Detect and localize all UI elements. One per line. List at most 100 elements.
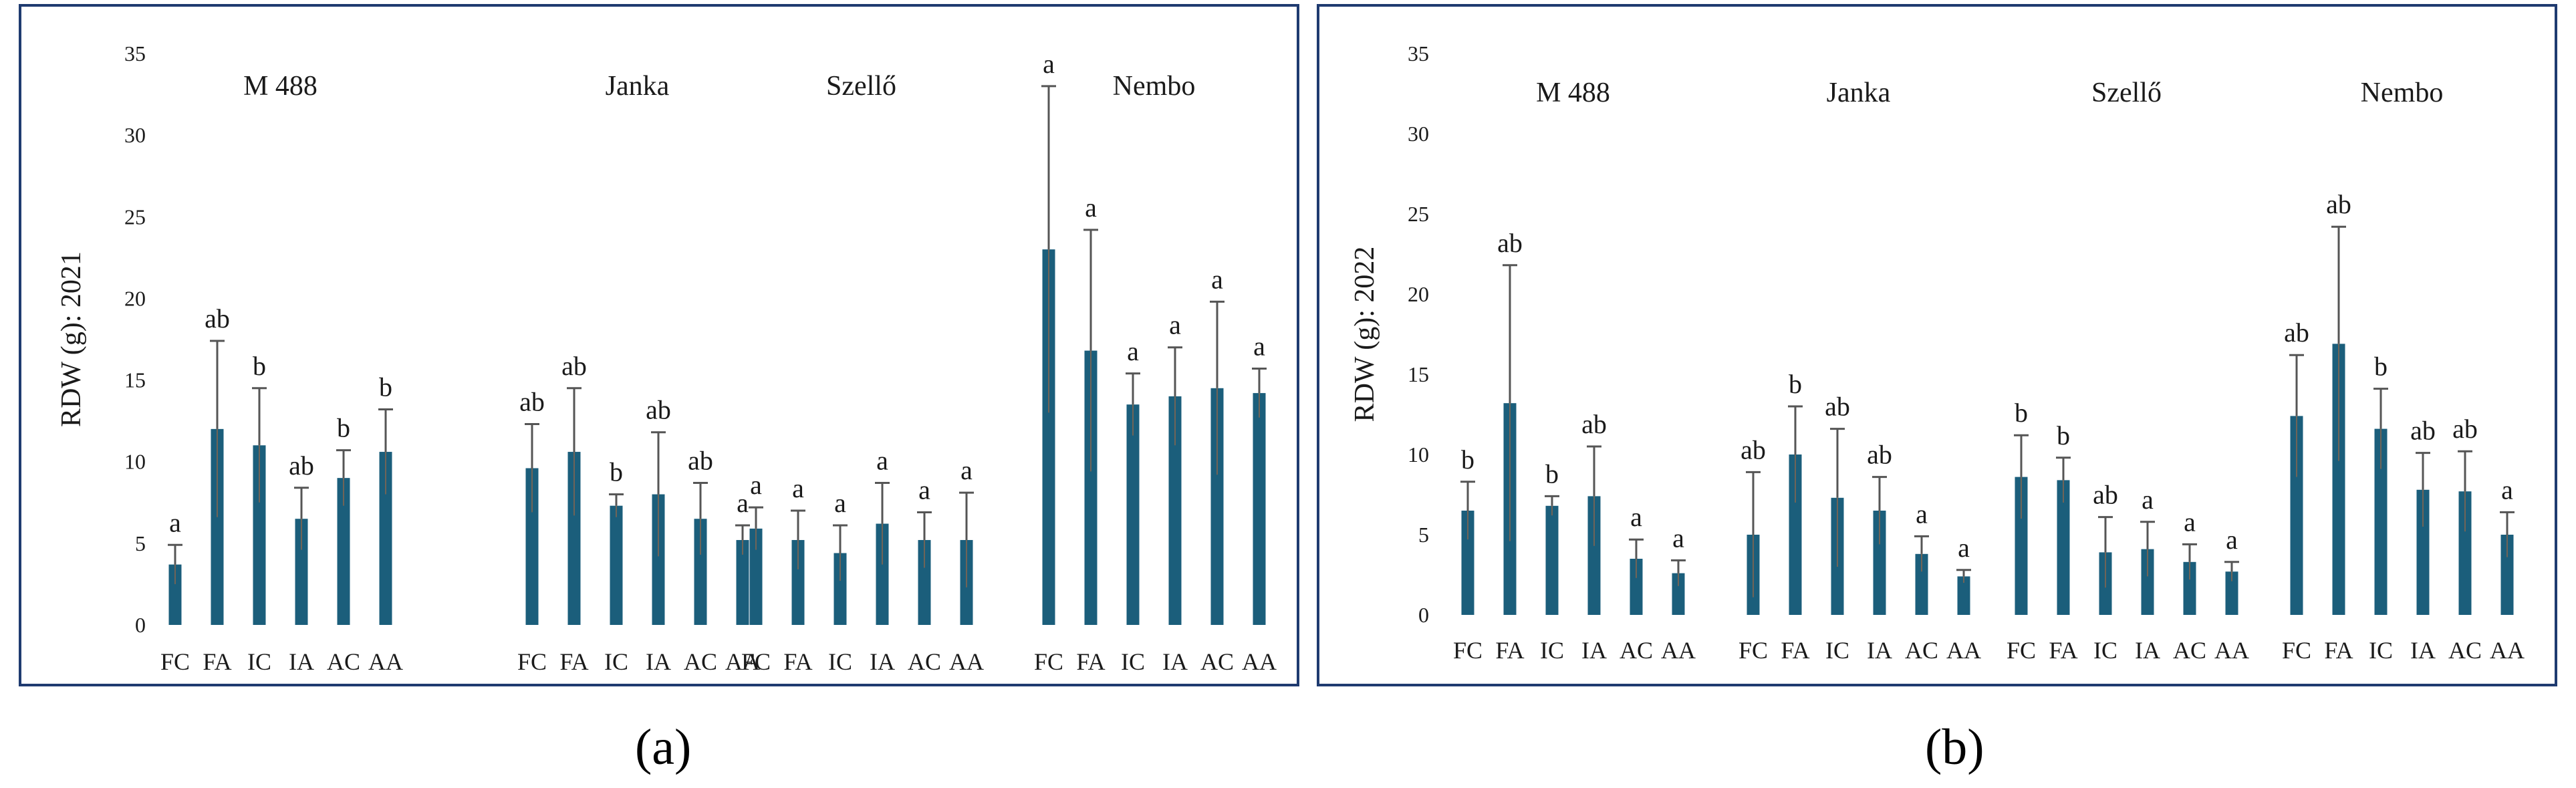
y-tick-label: 15 bbox=[124, 368, 146, 392]
y-tick-label: 10 bbox=[1408, 442, 1429, 467]
significance-letter: b bbox=[379, 372, 392, 402]
y-tick-label: 5 bbox=[1418, 523, 1429, 547]
bar bbox=[833, 553, 847, 625]
y-tick-label: 0 bbox=[1418, 603, 1429, 627]
bar bbox=[2332, 344, 2345, 615]
category-label: IC bbox=[247, 648, 271, 675]
bar bbox=[1042, 249, 1055, 626]
bar bbox=[1672, 573, 1685, 615]
category-label: IA bbox=[289, 648, 314, 675]
category-label: IA bbox=[1581, 637, 1607, 664]
significance-letter: b bbox=[1789, 369, 1802, 399]
category-label: IA bbox=[1162, 648, 1188, 675]
category-label: FA bbox=[2324, 637, 2353, 664]
significance-letter: ab bbox=[2093, 480, 2118, 510]
group-label: M 488 bbox=[1536, 78, 1610, 108]
bar bbox=[1126, 404, 1140, 625]
category-label: IA bbox=[1867, 637, 1892, 664]
significance-letter: ab bbox=[1867, 440, 1892, 470]
bar bbox=[749, 528, 763, 625]
category-label: AA bbox=[2214, 637, 2249, 664]
y-tick-label: 5 bbox=[135, 531, 146, 555]
significance-letter: a bbox=[1958, 533, 1970, 563]
category-label: FC bbox=[517, 648, 547, 675]
bar bbox=[1253, 393, 1266, 625]
category-label: FA bbox=[1495, 637, 1524, 664]
category-label: FA bbox=[783, 648, 812, 675]
group-label: Janka bbox=[1827, 78, 1891, 108]
category-label: AC bbox=[2173, 637, 2206, 664]
panel-label-b: (b) bbox=[1925, 719, 1984, 775]
bar bbox=[1587, 496, 1601, 615]
category-label: FC bbox=[741, 648, 771, 675]
category-label: IC bbox=[828, 648, 852, 675]
significance-letter: ab bbox=[519, 387, 545, 417]
significance-letter: ab bbox=[2326, 189, 2351, 219]
significance-letter: b bbox=[610, 457, 623, 487]
category-label: AC bbox=[908, 648, 941, 675]
category-label: FA bbox=[203, 648, 231, 675]
category-label: FA bbox=[1781, 637, 1809, 664]
significance-letter: a bbox=[2501, 475, 2513, 505]
significance-letter: ab bbox=[1581, 409, 1607, 439]
significance-letter: a bbox=[1630, 502, 1642, 532]
category-label: AC bbox=[684, 648, 717, 675]
bar bbox=[736, 539, 749, 625]
significance-letter: b bbox=[337, 413, 350, 443]
category-label: AC bbox=[1905, 637, 1938, 664]
significance-letter: a bbox=[1253, 331, 1265, 361]
bar bbox=[525, 468, 539, 625]
category-label: IC bbox=[1121, 648, 1145, 675]
bar bbox=[2015, 477, 2028, 615]
bar bbox=[1873, 511, 1886, 615]
category-label: FA bbox=[559, 648, 588, 675]
bar bbox=[379, 452, 392, 625]
significance-letter: a bbox=[792, 473, 804, 503]
significance-letter: ab bbox=[1741, 434, 1766, 465]
category-label: AA bbox=[949, 648, 984, 675]
bar bbox=[2225, 571, 2238, 615]
y-tick-label: 25 bbox=[124, 205, 146, 229]
significance-letter: b bbox=[1461, 444, 1474, 475]
significance-letter: a bbox=[1127, 336, 1139, 366]
category-label: AC bbox=[1620, 637, 1653, 664]
bar bbox=[2416, 489, 2430, 615]
category-label: FC bbox=[2282, 637, 2311, 664]
bar bbox=[2458, 491, 2472, 615]
significance-letter: ab bbox=[289, 450, 314, 481]
y-tick-label: 0 bbox=[135, 613, 146, 637]
bar bbox=[1168, 396, 1182, 625]
category-label: IC bbox=[2093, 637, 2117, 664]
significance-letter: a bbox=[960, 455, 973, 485]
category-label: AA bbox=[368, 648, 403, 675]
significance-letter: a bbox=[750, 470, 762, 500]
y-tick-label: 20 bbox=[1408, 282, 1429, 306]
significance-letter: a bbox=[1916, 499, 1928, 529]
group-label: M 488 bbox=[243, 71, 317, 102]
significance-letter: ab bbox=[1825, 392, 1850, 422]
group-label: Janka bbox=[606, 71, 670, 102]
panel-label-a: (a) bbox=[635, 719, 692, 775]
bar bbox=[694, 519, 707, 625]
group-label: Szellő bbox=[2091, 78, 2162, 108]
bar bbox=[2141, 549, 2154, 615]
significance-letter: a bbox=[918, 475, 930, 505]
significance-letter: b bbox=[2015, 398, 2028, 428]
significance-letter: b bbox=[253, 351, 266, 381]
significance-letter: a bbox=[2184, 507, 2196, 537]
bar bbox=[2057, 480, 2070, 615]
category-label: FC bbox=[1738, 637, 1768, 664]
category-label: IA bbox=[870, 648, 895, 675]
category-label: FC bbox=[1453, 637, 1483, 664]
category-label: AA bbox=[2490, 637, 2525, 664]
significance-letter: ab bbox=[2452, 414, 2478, 444]
bar bbox=[610, 505, 623, 625]
group-label: Szellő bbox=[826, 71, 896, 102]
category-label: AC bbox=[1200, 648, 1234, 675]
category-label: AA bbox=[1946, 637, 1981, 664]
significance-letter: ab bbox=[688, 445, 713, 475]
bar bbox=[1915, 553, 1928, 615]
category-label: AA bbox=[725, 648, 760, 675]
